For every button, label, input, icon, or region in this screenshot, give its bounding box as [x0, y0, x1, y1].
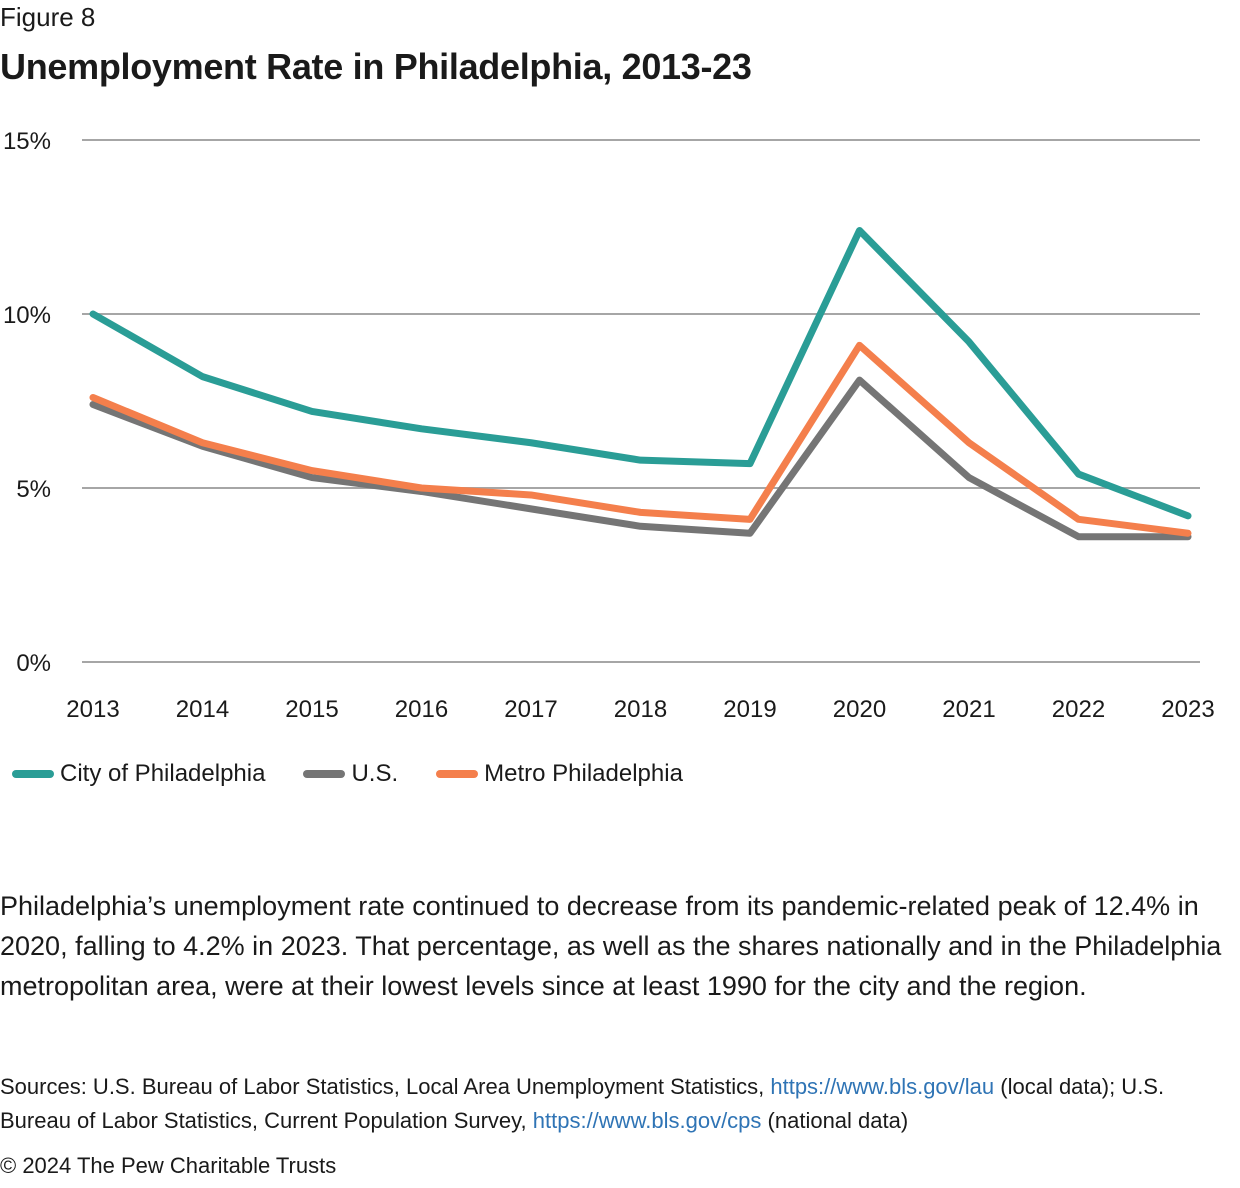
y-tick-label: 10% — [3, 302, 51, 329]
figure-label: Figure 8 — [0, 2, 96, 32]
x-tick-label: 2018 — [614, 696, 667, 723]
x-tick-label: 2020 — [833, 696, 886, 723]
x-tick-label: 2023 — [1161, 696, 1214, 723]
legend: City of Philadelphia U.S. Metro Philadelph… — [12, 760, 721, 788]
sources-note: Sources: U.S. Bureau of Labor Statistics… — [0, 1070, 1240, 1138]
x-tick-label: 2017 — [504, 696, 557, 723]
legend-label: City of Philadelphia — [60, 760, 266, 787]
series-line-metro-philadelphia — [89, 341, 1192, 537]
y-tick-label: 0% — [16, 650, 51, 677]
x-tick-label: 2014 — [176, 696, 229, 723]
line-chart: 0%5%10%15% 2013 2014 2015 2016 2017 2018 2019 2… — [3, 128, 1215, 723]
y-tick-label: 5% — [16, 476, 51, 503]
legend-item: City of Philadelphia — [12, 760, 265, 788]
series-line-city-of-philadelphia — [89, 226, 1192, 520]
x-axis-ticks: 2013 2014 2015 2016 2017 2018 2019 2020 2021 2022… — [66, 696, 1214, 723]
legend-swatch — [12, 770, 54, 778]
y-axis-ticks: 0% 5% 10% 15% — [3, 128, 51, 677]
sources-mid: (local data); U.S. Bureau of Labor Stati… — [0, 1074, 1165, 1133]
gridlines — [82, 139, 1200, 663]
x-tick-label: 2013 — [66, 696, 119, 723]
legend-label: U.S. — [351, 760, 399, 787]
legend-swatch — [303, 770, 346, 778]
sources-suffix: (national data) — [761, 1108, 909, 1133]
legend-item: U.S. — [303, 760, 398, 788]
series-line-u-s — [89, 376, 1192, 541]
x-tick-label: 2016 — [395, 696, 448, 723]
legend-item: Metro Philadelphia — [436, 760, 683, 788]
copyright: © 2024 The Pew Charitable Trusts — [0, 1153, 337, 1178]
chart-title: Unemployment Rate in Philadelphia, 2013-… — [0, 46, 752, 87]
legend-label: Metro Philadelphia — [484, 760, 683, 787]
x-tick-label: 2019 — [723, 696, 776, 723]
y-tick-label: 15% — [3, 128, 51, 155]
x-tick-label: 2015 — [285, 696, 338, 723]
sources-prefix: Sources: U.S. Bureau of Labor Statistics… — [0, 1074, 771, 1099]
description-text: Philadelphia’s unemployment rate continu… — [0, 891, 1222, 1001]
bls-lau-link[interactable]: https://www.bls.gov/lau — [770, 1074, 995, 1099]
series-lines — [89, 226, 1192, 541]
x-tick-label: 2021 — [942, 696, 995, 723]
bls-cps-link[interactable]: https://www.bls.gov/cps — [532, 1108, 762, 1133]
x-tick-label: 2022 — [1052, 696, 1105, 723]
legend-swatch — [436, 770, 479, 778]
